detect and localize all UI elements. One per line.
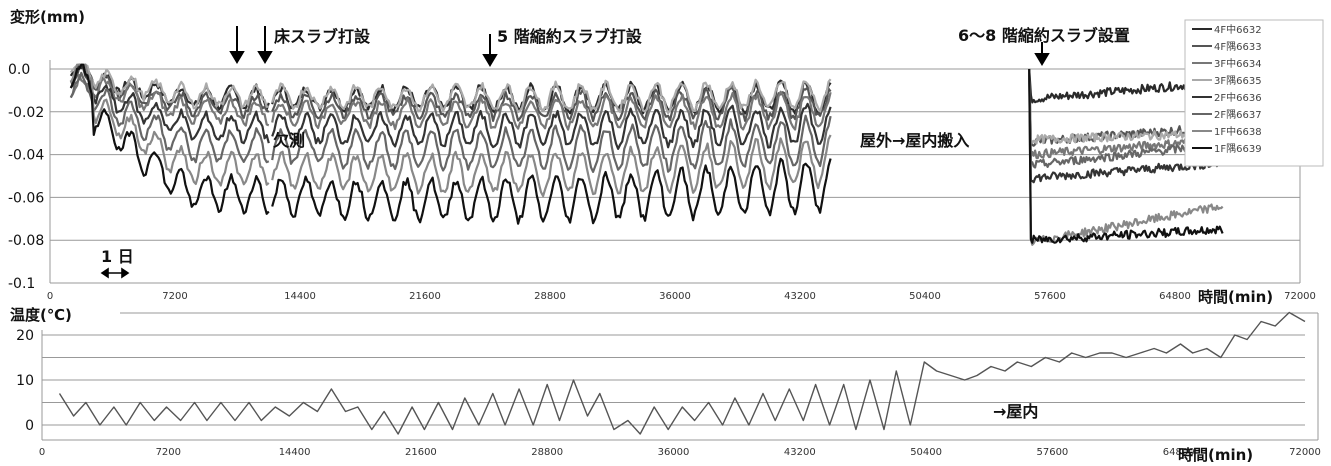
legend-label: 1F中6638 bbox=[1214, 125, 1262, 138]
deformation-y-tick-label: -0.1 bbox=[8, 276, 35, 292]
deformation-x-tick-label: 72000 bbox=[1284, 291, 1316, 302]
deformation-x-tick-label: 57600 bbox=[1034, 291, 1066, 302]
temperature-chart: 20 10 0 0 7200 14400 21600 28800 36000 43200 5040… bbox=[10, 306, 1321, 464]
deformation-x-axis-title: 時間(min) bbox=[1198, 288, 1273, 306]
slab5-placement-label: 5 階縮約スラブ打設 bbox=[497, 27, 643, 46]
slab-placement-label: 床スラブ打設 bbox=[274, 27, 371, 46]
temperature-series-line bbox=[60, 313, 1306, 435]
missing-data-label: 欠測 bbox=[273, 131, 305, 150]
temperature-x-tick-label: 7200 bbox=[156, 447, 181, 458]
deformation-chart: 0.0 -0.02 -0.04 -0.06 -0.08 -0.1 0 7200 14400 21… bbox=[8, 8, 1323, 306]
temperature-x-tick-label: 43200 bbox=[784, 447, 816, 458]
one-day-label: 1 日 bbox=[101, 247, 134, 266]
deformation-x-tick-label: 0 bbox=[47, 291, 53, 302]
deformation-x-tick-label: 64800 bbox=[1159, 291, 1191, 302]
one-day-double-arrow bbox=[102, 269, 128, 277]
deformation-x-tick-label: 14400 bbox=[284, 291, 316, 302]
deformation-x-tick-label: 50400 bbox=[909, 291, 941, 302]
legend-label: 4F隅6633 bbox=[1214, 41, 1262, 53]
temperature-series-group bbox=[60, 313, 1306, 435]
deformation-y-tick-label: -0.04 bbox=[8, 148, 44, 164]
temperature-y-tick-label: 20 bbox=[16, 328, 34, 344]
temperature-y-ticks: 20 10 0 bbox=[16, 328, 34, 434]
temperature-y-axis-title: 温度(℃) bbox=[10, 306, 72, 324]
deformation-x-tick-label: 21600 bbox=[409, 291, 441, 302]
temperature-x-axis-title: 時間(min) bbox=[1178, 446, 1253, 464]
legend-label: 3F隅6635 bbox=[1214, 75, 1262, 87]
deformation-x-ticks: 0 7200 14400 21600 28800 36000 43200 50400 57600… bbox=[47, 291, 1316, 302]
legend-label: 2F隅6637 bbox=[1214, 109, 1262, 121]
temperature-x-tick-label: 50400 bbox=[910, 447, 942, 458]
deformation-x-tick-label: 7200 bbox=[162, 291, 187, 302]
deformation-x-tick-label: 36000 bbox=[659, 291, 691, 302]
temperature-x-tick-label: 36000 bbox=[658, 447, 690, 458]
deformation-y-ticks: 0.0 -0.02 -0.04 -0.06 -0.08 -0.1 bbox=[8, 62, 44, 292]
indoor-label: →屋内 bbox=[993, 402, 1038, 421]
temperature-x-ticks: 0 7200 14400 21600 28800 36000 43200 50400 57600… bbox=[39, 447, 1321, 458]
legend-label: 3F中6634 bbox=[1214, 57, 1262, 70]
deformation-x-tick-label: 28800 bbox=[534, 291, 566, 302]
legend-label: 1F隅6639 bbox=[1214, 143, 1262, 155]
deformation-y-tick-label: -0.02 bbox=[8, 105, 44, 121]
temperature-x-tick-label: 57600 bbox=[1036, 447, 1068, 458]
legend-label: 4F中6632 bbox=[1214, 23, 1262, 36]
deformation-y-tick-label: -0.06 bbox=[8, 190, 44, 206]
temperature-y-tick-label: 10 bbox=[16, 373, 34, 389]
temperature-gridlines bbox=[42, 313, 1318, 440]
temperature-y-tick-label: 0 bbox=[25, 418, 34, 434]
legend-label: 2F中6636 bbox=[1214, 91, 1262, 104]
deformation-y-tick-label: 0.0 bbox=[8, 62, 30, 78]
temperature-x-tick-label: 21600 bbox=[405, 447, 437, 458]
temperature-x-tick-label: 72000 bbox=[1289, 447, 1321, 458]
legend: 4F中6632 4F隅6633 3F中6634 3F隅6635 2F中6636 2F隅66… bbox=[1185, 20, 1323, 166]
slab68-placement-label: 6～8 階縮約スラブ設置 bbox=[958, 26, 1130, 45]
temperature-x-tick-label: 28800 bbox=[531, 447, 563, 458]
deformation-x-tick-label: 43200 bbox=[784, 291, 816, 302]
temperature-x-tick-label: 0 bbox=[39, 447, 45, 458]
temperature-x-tick-label: 14400 bbox=[279, 447, 311, 458]
deformation-y-tick-label: -0.08 bbox=[8, 233, 44, 249]
deformation-y-axis-title: 変形(mm) bbox=[10, 8, 85, 26]
move-indoor-label: 屋外→屋内搬入 bbox=[860, 131, 969, 150]
